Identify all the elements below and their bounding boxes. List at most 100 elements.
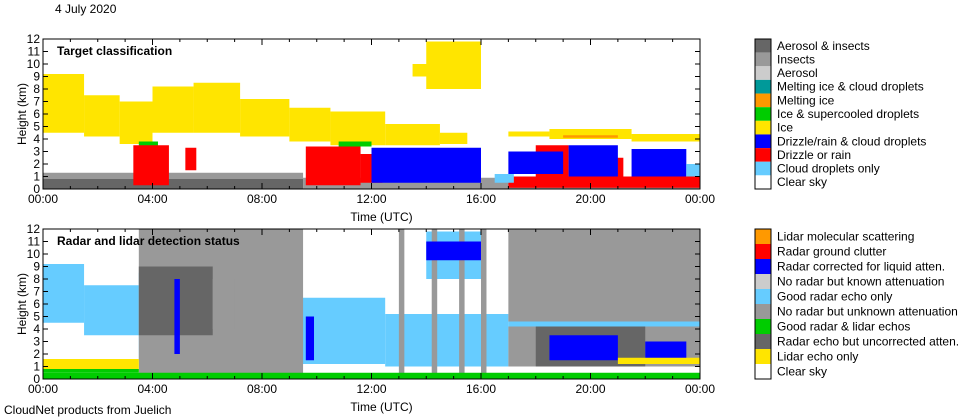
y-tick-label: 6 bbox=[33, 297, 40, 311]
region-ice bbox=[439, 132, 468, 144]
legend-swatch bbox=[755, 349, 771, 364]
legend-swatch bbox=[755, 244, 771, 259]
region-no-radar-but-unknown-attenuation bbox=[481, 229, 487, 379]
x-tick-label: 00:00 bbox=[685, 382, 715, 396]
y-tick-label: 1 bbox=[33, 170, 40, 184]
region-radar-corrected-for-liquid-atten- bbox=[174, 279, 180, 354]
region-drizzle-or-rain bbox=[508, 176, 700, 188]
region-good-radar-echo-only bbox=[43, 264, 85, 323]
region-drizzle-or-rain bbox=[185, 147, 197, 171]
y-tick-label: 12 bbox=[27, 32, 41, 46]
region-ice bbox=[631, 134, 700, 142]
legend-swatch bbox=[755, 66, 771, 80]
legend-label: No radar but known attenuation bbox=[777, 275, 944, 289]
region-good-radar-echo-only bbox=[84, 285, 139, 336]
x-tick-label: 04:00 bbox=[137, 192, 167, 206]
region-ice bbox=[385, 124, 440, 146]
y-axis-label-bottom: Height (km) bbox=[15, 273, 29, 335]
region-ice bbox=[289, 107, 331, 142]
region-ice bbox=[119, 101, 153, 144]
y-tick-label: 2 bbox=[33, 347, 40, 361]
y-tick-label: 3 bbox=[33, 335, 40, 349]
y-tick-label: 5 bbox=[33, 310, 40, 324]
region-no-radar-but-unknown-attenuation bbox=[212, 279, 235, 329]
x-axis-label-top: Time (UTC) bbox=[350, 210, 412, 224]
legend-swatch bbox=[755, 39, 771, 53]
region-drizzle-rain-cloud-droplets bbox=[631, 149, 687, 177]
y-tick-label: 2 bbox=[33, 157, 40, 171]
legend-swatch bbox=[755, 79, 771, 94]
y-tick-label: 11 bbox=[28, 45, 41, 59]
region-ice bbox=[193, 82, 241, 133]
x-tick-label: 20:00 bbox=[575, 192, 605, 206]
region-no-radar-but-unknown-attenuation bbox=[431, 229, 438, 379]
region-no-radar-but-unknown-attenuation bbox=[398, 229, 405, 379]
date-title: 4 July 2020 bbox=[55, 2, 117, 16]
legend-swatch bbox=[755, 93, 771, 108]
region-radar-corrected-for-liquid-atten- bbox=[549, 335, 618, 361]
legend-swatch bbox=[755, 364, 771, 379]
legend-swatch bbox=[755, 319, 771, 334]
legend-swatch bbox=[755, 134, 771, 149]
y-tick-label: 8 bbox=[33, 272, 40, 286]
legend-label: No radar but unknown attenuation bbox=[777, 305, 958, 319]
region-cloud-droplets-only bbox=[494, 174, 514, 183]
region-ice bbox=[152, 86, 194, 133]
legend-label: Insects bbox=[777, 52, 815, 66]
x-tick-label: 20:00 bbox=[575, 382, 605, 396]
y-tick-label: 9 bbox=[33, 260, 40, 274]
region-good-radar-echo-only bbox=[289, 297, 386, 364]
region-ice-supercooled-droplets bbox=[338, 141, 372, 147]
region-no-radar-but-unknown-attenuation bbox=[508, 229, 700, 322]
legend-label: Good radar & lidar echos bbox=[777, 320, 910, 334]
legend-label: Ice bbox=[777, 121, 793, 135]
y-tick-label: 7 bbox=[33, 95, 40, 109]
y-tick-label: 1 bbox=[33, 360, 40, 374]
y-tick-label: 0 bbox=[33, 372, 40, 386]
region-drizzle-rain-cloud-droplets bbox=[568, 145, 618, 177]
region-ice bbox=[549, 129, 632, 139]
region-radar-corrected-for-liquid-atten- bbox=[426, 241, 481, 261]
x-tick-label: 12:00 bbox=[356, 192, 386, 206]
region-ice bbox=[240, 99, 290, 137]
legend-label: Clear sky bbox=[777, 175, 827, 189]
y-tick-label: 5 bbox=[33, 120, 40, 134]
x-tick-label: 00:00 bbox=[28, 192, 58, 206]
legend-label: Aerosol bbox=[777, 66, 818, 80]
region-radar-corrected-for-liquid-atten- bbox=[645, 341, 687, 361]
legend-swatch bbox=[755, 52, 771, 67]
y-tick-label: 6 bbox=[33, 107, 40, 121]
footer-credit: CloudNet products from Juelich bbox=[4, 403, 171, 417]
region-drizzle-or-rain bbox=[133, 145, 169, 186]
region-ice bbox=[330, 111, 386, 146]
region-insects bbox=[303, 177, 509, 189]
legend-frame bbox=[754, 228, 772, 380]
legend-label: Lidar molecular scattering bbox=[777, 230, 914, 244]
y-axis-label-top: Height (km) bbox=[15, 83, 29, 145]
region-melting-ice bbox=[563, 135, 618, 138]
region-lidar-echo-only bbox=[617, 357, 700, 364]
x-axis-label-bottom: Time (UTC) bbox=[350, 400, 412, 414]
legend-swatch bbox=[755, 274, 771, 289]
legend-label: Aerosol & insects bbox=[777, 39, 870, 53]
legend-swatch bbox=[755, 289, 771, 304]
x-tick-label: 04:00 bbox=[137, 382, 167, 396]
legend-swatch bbox=[755, 304, 771, 319]
region-ice bbox=[412, 64, 440, 77]
region-cloud-droplets-only bbox=[686, 164, 700, 177]
y-tick-label: 0 bbox=[33, 182, 40, 196]
region-good-radar-echo-only bbox=[385, 314, 509, 367]
y-tick-label: 4 bbox=[33, 132, 40, 146]
y-tick-label: 9 bbox=[33, 70, 40, 84]
legend-swatch bbox=[755, 161, 771, 176]
x-tick-label: 08:00 bbox=[247, 192, 277, 206]
region-drizzle-rain-cloud-droplets bbox=[371, 147, 481, 183]
y-tick-label: 10 bbox=[27, 57, 41, 71]
y-tick-label: 4 bbox=[33, 322, 40, 336]
legend-label: Cloud droplets only bbox=[777, 162, 880, 176]
legend-swatch bbox=[755, 120, 771, 135]
legend-swatch bbox=[755, 259, 771, 274]
